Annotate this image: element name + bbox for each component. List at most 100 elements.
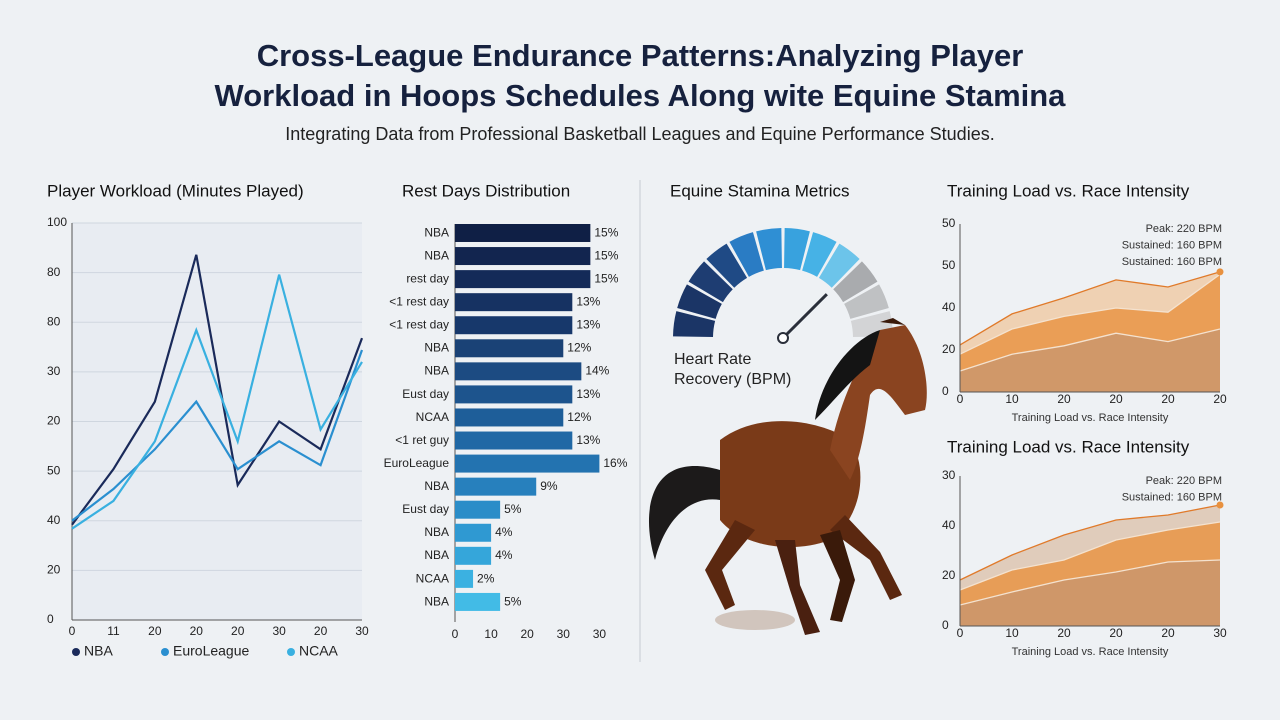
category-label: rest day bbox=[406, 272, 449, 286]
x-tick-label: 0 bbox=[957, 392, 964, 406]
gauge-segment bbox=[833, 261, 878, 303]
value-label: 12% bbox=[567, 410, 591, 424]
x-axis-label: Training Load vs. Race Intensity bbox=[1012, 412, 1169, 424]
annotation: Sustained: 160 BPM bbox=[1122, 256, 1222, 268]
category-label: NBA bbox=[424, 341, 449, 355]
y-tick-label: 0 bbox=[942, 384, 949, 398]
value-label: 4% bbox=[495, 525, 513, 539]
gauge-segment bbox=[677, 284, 722, 319]
annotation: Sustained: 160 BPM bbox=[1122, 239, 1222, 251]
x-tick-label: 20 bbox=[521, 627, 535, 641]
bar bbox=[455, 523, 492, 542]
x-tick-label: 30 bbox=[272, 624, 286, 638]
value-label: 15% bbox=[594, 272, 618, 286]
bar bbox=[455, 224, 591, 242]
x-tick-label: 30 bbox=[593, 627, 607, 641]
value-label: 14% bbox=[585, 364, 609, 378]
value-label: 4% bbox=[495, 548, 513, 562]
category-label: NCAA bbox=[416, 571, 449, 585]
value-label: 5% bbox=[504, 594, 522, 608]
category-label: <1 rest day bbox=[389, 318, 449, 332]
annotation: Peak: 220 BPM bbox=[1146, 475, 1222, 487]
page-subtitle: Integrating Data from Professional Baske… bbox=[285, 124, 994, 144]
page-title: Cross-League Endurance Patterns:Analyzin… bbox=[257, 38, 1024, 73]
x-tick-label: 30 bbox=[1213, 626, 1227, 640]
gauge-hub bbox=[777, 332, 789, 344]
chart-title: Equine Stamina Metrics bbox=[670, 181, 850, 200]
gauge-segment bbox=[729, 232, 764, 277]
value-label: 13% bbox=[576, 433, 600, 447]
x-tick-label: 20 bbox=[1057, 392, 1071, 406]
y-tick-label: 40 bbox=[942, 518, 956, 532]
bar bbox=[455, 500, 501, 519]
value-label: 13% bbox=[576, 387, 600, 401]
value-label: 2% bbox=[477, 571, 495, 585]
chart-title: Rest Days Distribution bbox=[402, 181, 570, 200]
legend-label: NBA bbox=[84, 643, 113, 659]
area-line bbox=[959, 521, 1221, 591]
page-title: Workload in Hoops Schedules Along wite E… bbox=[215, 78, 1067, 113]
x-tick-label: 10 bbox=[1005, 626, 1019, 640]
x-tick-label: 20 bbox=[1057, 626, 1071, 640]
gauge-segment bbox=[818, 243, 860, 288]
y-tick-label: 40 bbox=[942, 300, 956, 314]
y-tick-label: 40 bbox=[47, 513, 61, 527]
category-label: NBA bbox=[424, 525, 449, 539]
legend-marker bbox=[161, 648, 169, 656]
category-label: Eust day bbox=[402, 502, 449, 516]
gauge-segment bbox=[756, 228, 782, 271]
x-tick-label: 0 bbox=[69, 624, 76, 638]
y-tick-label: 50 bbox=[942, 216, 956, 230]
y-tick-label: 30 bbox=[47, 364, 61, 378]
area-line bbox=[959, 328, 1221, 372]
area-line bbox=[959, 271, 1221, 346]
gauge-segment bbox=[802, 232, 837, 277]
category-label: NBA bbox=[424, 594, 449, 608]
x-tick-label: 30 bbox=[355, 624, 369, 638]
bar bbox=[455, 477, 537, 496]
gauge-segment bbox=[844, 284, 889, 319]
y-tick-label: 50 bbox=[47, 463, 61, 477]
area-line bbox=[959, 504, 1221, 581]
line-series bbox=[71, 349, 364, 522]
bar bbox=[455, 385, 573, 404]
area-series bbox=[960, 560, 1220, 626]
y-tick-label: 20 bbox=[942, 568, 956, 582]
legend-label: NCAA bbox=[299, 643, 339, 659]
bar bbox=[455, 339, 564, 358]
value-label: 12% bbox=[567, 341, 591, 355]
gauge-needle bbox=[781, 293, 828, 340]
bar bbox=[455, 454, 600, 473]
gauge-label: Heart Rate Recovery (BPM) bbox=[674, 351, 792, 388]
y-tick-label: 80 bbox=[47, 314, 61, 328]
bar bbox=[455, 270, 591, 289]
gauge-segment bbox=[688, 261, 733, 303]
y-tick-label: 100 bbox=[47, 215, 67, 229]
y-tick-label: 80 bbox=[47, 265, 61, 279]
annotation: Peak: 220 BPM bbox=[1146, 223, 1222, 235]
chart-title: Training Load vs. Race Intensity bbox=[947, 181, 1190, 200]
category-label: EuroLeague bbox=[384, 456, 450, 470]
x-axis-label: Training Load vs. Race Intensity bbox=[1012, 646, 1169, 658]
chart-title: Training Load vs. Race Intensity bbox=[947, 437, 1190, 456]
x-tick-label: 20 bbox=[314, 624, 328, 638]
annotation: Sustained: 160 BPM bbox=[1122, 491, 1222, 503]
bar bbox=[455, 316, 573, 335]
peak-marker bbox=[1216, 268, 1224, 276]
legend-marker bbox=[287, 648, 295, 656]
chart-title: Player Workload (Minutes Played) bbox=[47, 181, 304, 200]
line-series bbox=[71, 274, 363, 530]
x-tick-label: 11 bbox=[107, 624, 120, 638]
bar bbox=[455, 431, 573, 450]
legend-marker bbox=[72, 648, 80, 656]
legend-label: EuroLeague bbox=[173, 643, 250, 659]
x-tick-label: 20 bbox=[231, 624, 245, 638]
gauge-segment bbox=[784, 228, 810, 271]
bar bbox=[455, 569, 474, 588]
x-tick-label: 20 bbox=[190, 624, 204, 638]
y-tick-label: 0 bbox=[942, 618, 949, 632]
area-series bbox=[960, 329, 1220, 392]
y-tick-label: 20 bbox=[942, 342, 956, 356]
